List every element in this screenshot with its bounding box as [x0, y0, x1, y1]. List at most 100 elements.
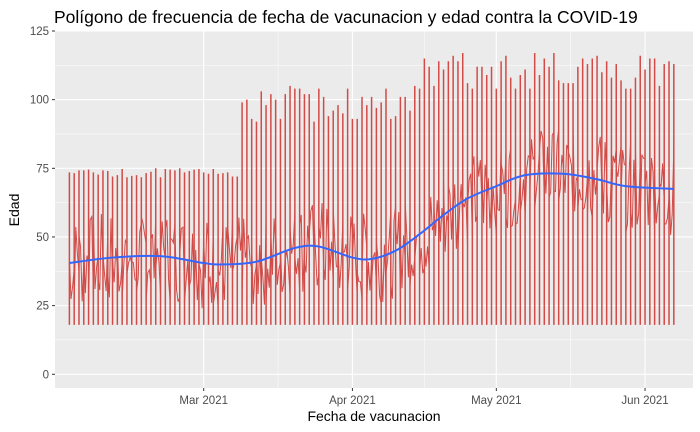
frequency-polygon-segment: [294, 256, 301, 292]
y-tick-label: 75: [36, 163, 49, 175]
frequency-polygon-segment: [169, 223, 176, 245]
frequency-polygon-segment: [255, 245, 262, 294]
frequency-polygon-segment: [491, 186, 497, 235]
x-tick-label: Mar 2021: [179, 395, 228, 407]
frequency-polygon-segment: [251, 241, 257, 304]
frequency-polygon-segment: [332, 208, 339, 268]
frequency-polygon-segment: [668, 147, 675, 236]
x-axis-title: Fecha de vacunacion: [307, 408, 440, 424]
frequency-polygon-segment: [361, 213, 368, 273]
frequency-polygon-segment: [385, 210, 392, 273]
frequency-polygon-segment: [342, 244, 349, 266]
frequency-polygon-segment: [577, 189, 583, 209]
frequency-polygon-segment: [126, 255, 133, 274]
frequency-polygon-segment: [519, 179, 526, 216]
frequency-polygon-segment: [423, 246, 430, 268]
frequency-polygon-segment: [495, 144, 502, 212]
frequency-polygon-segment: [447, 185, 454, 240]
frequency-polygon-segment: [164, 219, 171, 302]
frequency-polygon-segment: [347, 216, 353, 290]
frequency-polygon-segment: [193, 249, 200, 309]
frequency-polygon-segment: [241, 218, 248, 303]
frequency-polygon-segment: [452, 184, 459, 249]
frequency-polygon-segment: [515, 172, 521, 225]
frequency-polygon-segment: [462, 197, 469, 247]
frequency-polygon-segment: [116, 243, 123, 292]
frequency-polygon-segment: [203, 222, 209, 279]
frequency-polygon-segment: [131, 261, 137, 282]
frequency-polygon-segment: [630, 159, 636, 228]
frequency-polygon-segment: [471, 156, 478, 222]
y-tick-label: 50: [36, 232, 49, 244]
frequency-polygon-segment: [539, 130, 545, 200]
frequency-polygon-segment: [582, 177, 588, 211]
frequency-polygon-segment: [543, 146, 550, 194]
frequency-polygon-segment: [664, 197, 670, 225]
frequency-polygon-segment: [467, 173, 473, 238]
frequency-polygon-segment: [102, 233, 109, 292]
frequency-polygon-segment: [366, 260, 373, 301]
frequency-polygon-segment: [553, 128, 560, 192]
frequency-polygon-segment: [380, 244, 387, 302]
frequency-polygon-segment: [654, 176, 660, 224]
frequency-polygon-segment: [591, 170, 598, 217]
frequency-polygon-segment: [337, 222, 344, 289]
frequency-polygon-segment: [658, 163, 665, 203]
frequency-polygon-segment: [236, 217, 243, 260]
frequency-polygon-segment: [265, 243, 272, 302]
frequency-polygon-segment: [279, 246, 286, 292]
y-axis: 0 25 50 75 100 125: [30, 26, 55, 381]
frequency-polygon-segment: [371, 252, 377, 286]
frequency-polygon-segment: [558, 154, 564, 202]
frequency-polygon-segment: [83, 245, 90, 294]
frequency-polygon-segment: [92, 217, 99, 290]
frequency-polygon-segment: [644, 165, 651, 226]
frequency-polygon-segment: [505, 147, 512, 229]
frequency-polygon-segment: [323, 208, 329, 281]
frequency-polygon-segment: [510, 199, 517, 228]
y-axis-title: Edad: [6, 194, 22, 227]
chart-title: Polígono de frecuencia de fecha de vacun…: [54, 7, 638, 27]
frequency-polygon-segment: [284, 250, 291, 296]
grid-minor: [55, 31, 693, 388]
frequency-polygon-segment: [318, 203, 325, 268]
frequency-polygon-segment: [351, 223, 358, 297]
y-tick-label: 25: [36, 301, 49, 313]
frequency-polygon-segment: [649, 157, 656, 234]
frequency-polygon-segment: [548, 132, 555, 198]
frequency-polygon-segment: [145, 268, 152, 302]
frequency-polygon-segment: [615, 145, 622, 177]
frequency-polygon-segment: [586, 160, 593, 218]
smooth-trend-line: [69, 172, 674, 266]
frequency-polygon-segment: [303, 225, 310, 273]
frequency-polygon-segment: [217, 226, 224, 276]
frequency-polygon-segment: [184, 261, 190, 302]
frequency-polygon-segment: [419, 247, 425, 274]
frequency-polygon-segment: [443, 180, 449, 252]
frequency-polygon-segment: [97, 214, 104, 291]
y-tick-label: 125: [30, 26, 49, 38]
frequency-polygon-segment: [308, 205, 315, 259]
frequency-polygon-segment: [529, 139, 536, 194]
frequency-polygon-segment: [212, 281, 219, 308]
frequency-polygon-segment: [160, 221, 166, 261]
frequency-polygon-segment: [428, 196, 435, 245]
frequency-polygon-segment: [260, 217, 267, 305]
frequency-polygon-segment: [299, 214, 305, 292]
y-tick-label: 100: [30, 95, 49, 107]
frequency-polygon-segment: [390, 206, 397, 299]
frequency-polygon-segment: [140, 216, 147, 244]
frequency-polygon-segment: [596, 136, 603, 189]
frequency-polygon-segment: [625, 141, 632, 233]
frequency-polygon-segment: [208, 227, 214, 303]
frequency-polygon-segment: [481, 164, 488, 224]
frequency-polygon-segment: [404, 202, 411, 278]
x-tick-label: Jun 2021: [621, 395, 668, 407]
frequency-polygon-segment: [246, 234, 253, 268]
frequency-polygon-segment: [188, 233, 195, 295]
frequency-polygon-segment: [198, 238, 205, 309]
frequency-polygon-segment: [486, 178, 493, 229]
frequency-polygon-segment: [232, 236, 238, 272]
daily-age-range-series: [68, 52, 675, 325]
